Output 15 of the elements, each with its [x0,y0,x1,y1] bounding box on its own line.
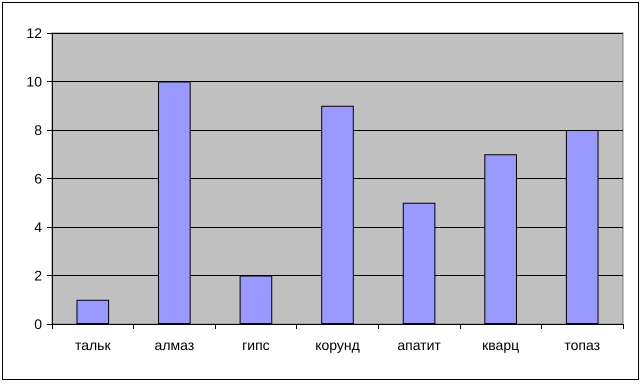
bar [76,300,110,324]
x-tick-label: алмаз [154,337,194,353]
y-tick-label: 4 [34,219,42,235]
x-tick-label: апатит [397,337,442,353]
y-tick-label: 10 [26,74,42,90]
y-tick-label: 0 [34,316,42,332]
x-tick-label: гипс [242,337,270,353]
x-tick-label: тальк [74,337,112,353]
y-tick-label: 6 [34,170,42,186]
y-tick-label: 2 [34,268,42,284]
x-tick-label: корунд [315,337,360,353]
x-tick-label: топаз [564,337,600,353]
x-tick-label: кварц [482,337,520,353]
y-tick-label: 12 [26,25,42,41]
y-tick-label: 8 [34,122,42,138]
